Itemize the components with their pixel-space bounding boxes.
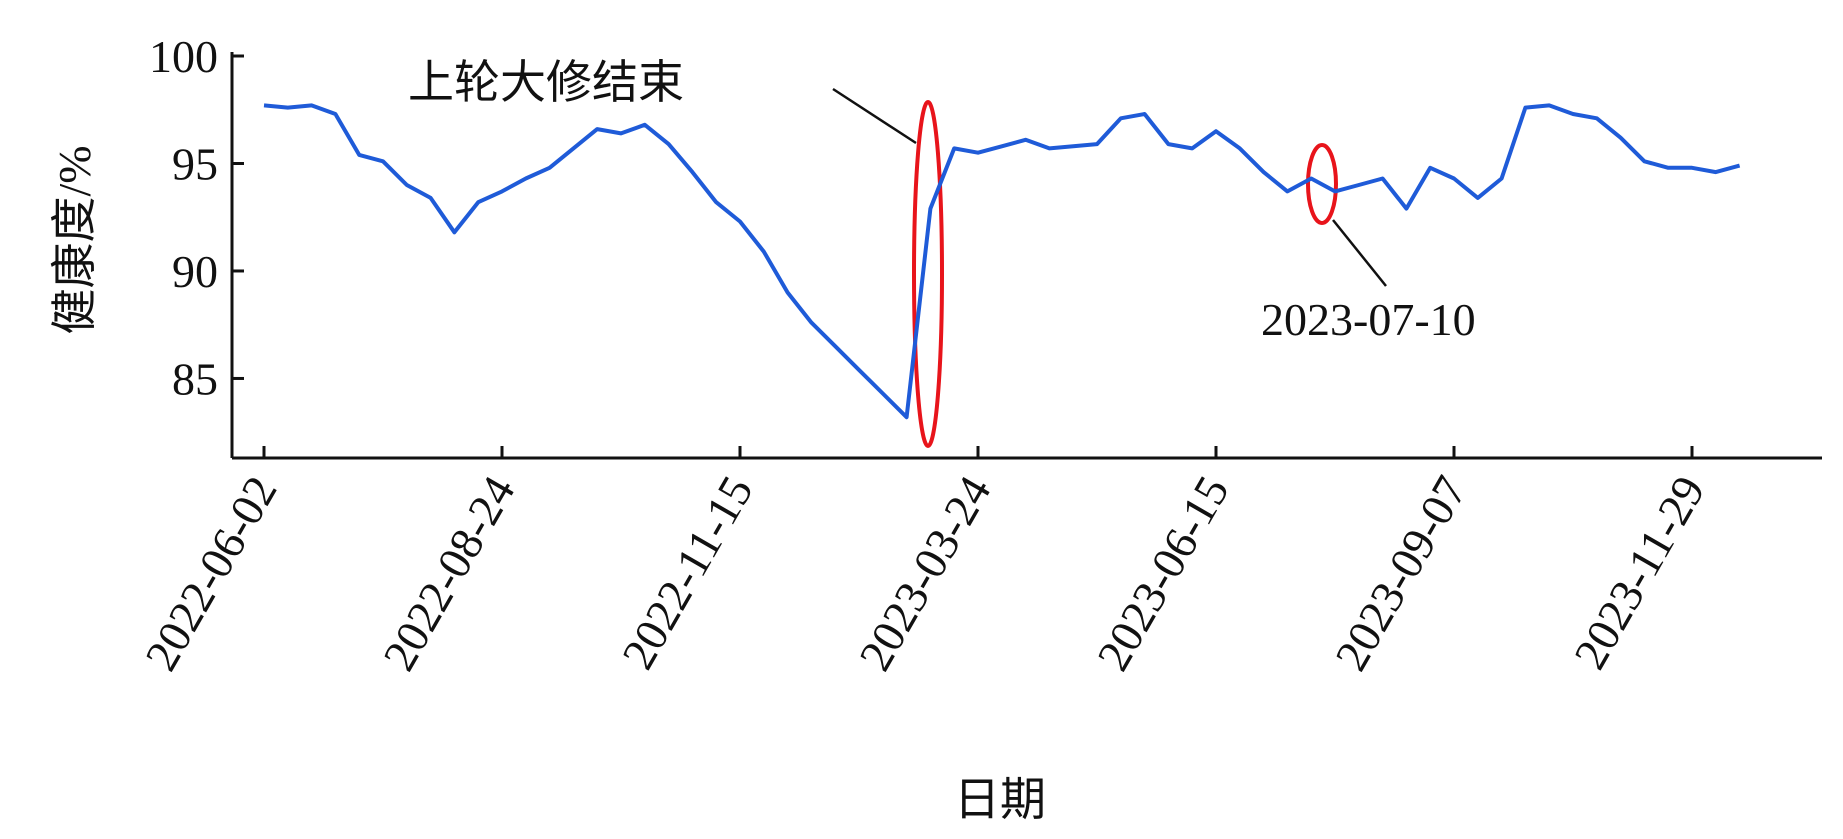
- annotation-leader: [832, 87, 917, 145]
- y-tick-label: 95: [172, 138, 218, 189]
- x-axis-label: 日期: [954, 774, 1046, 825]
- x-tick-label: 2022-11-15: [612, 468, 763, 678]
- annotation-leader: [1332, 219, 1387, 287]
- x-tick-label: 2023-11-29: [1564, 468, 1715, 678]
- y-tick-label: 85: [172, 353, 218, 404]
- x-tick-label: 2023-09-07: [1325, 468, 1476, 679]
- data-line: [263, 103, 1741, 420]
- x-tick-label: 2023-03-24: [849, 468, 1000, 679]
- x-tick-label: 2022-06-02: [135, 468, 286, 679]
- x-tick-label: 2022-08-24: [373, 468, 524, 679]
- x-tick-label: 2023-06-15: [1087, 468, 1238, 679]
- annotation: 上轮大修结束: [408, 57, 684, 108]
- highlight-ellipse: [912, 100, 944, 448]
- y-axis-label: 健康度/%: [49, 145, 100, 334]
- y-tick-label: 90: [172, 246, 218, 297]
- highlight-ellipse: [1306, 143, 1338, 225]
- annotation: 2023-07-10: [1261, 294, 1476, 345]
- y-tick-label: 100: [149, 31, 218, 82]
